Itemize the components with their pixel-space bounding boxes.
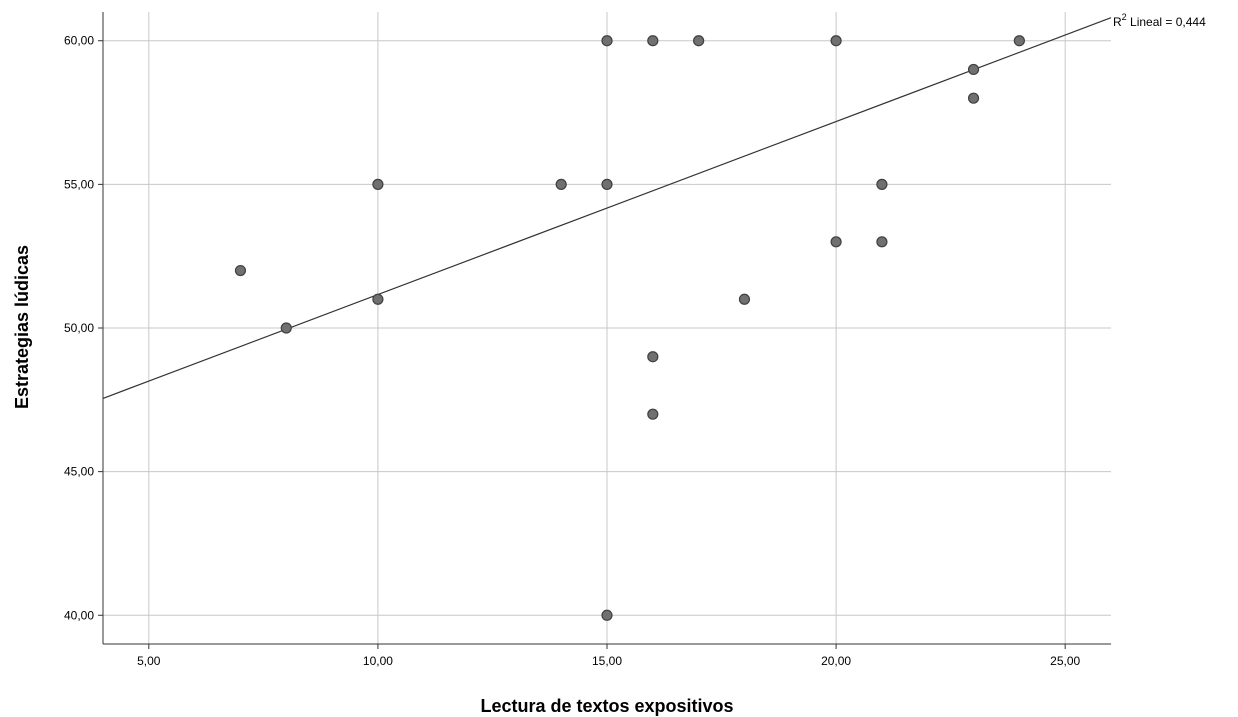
data-point	[876, 178, 888, 190]
y-tick-label: 45,00	[64, 465, 94, 479]
data-point	[693, 35, 705, 47]
y-tick-label: 50,00	[64, 321, 94, 335]
data-point	[555, 178, 567, 190]
data-point	[601, 178, 613, 190]
data-point	[830, 236, 842, 248]
y-tick-label: 55,00	[64, 177, 94, 191]
x-tick-label: 15,00	[592, 654, 622, 668]
data-point	[876, 236, 888, 248]
data-point	[967, 92, 980, 104]
data-point	[1013, 35, 1025, 47]
y-tick-label: 40,00	[64, 608, 94, 622]
x-tick-label: 5,00	[137, 654, 161, 668]
y-axis-title: Estrategias lúdicas	[12, 245, 32, 409]
data-point	[280, 322, 292, 334]
x-tick-label: 20,00	[821, 654, 851, 668]
points-layer	[234, 35, 1025, 621]
x-axis-ticks: 5,00 10,00 15,00 20,00 25,00	[137, 644, 1081, 668]
data-point	[738, 293, 751, 305]
y-axis-ticks: 40,00 45,00 50,00 55,00 60,00	[64, 34, 103, 622]
data-point	[234, 264, 247, 277]
x-tick-label: 25,00	[1050, 654, 1080, 668]
x-tick-label: 10,00	[363, 654, 393, 668]
data-point	[647, 408, 659, 420]
data-point	[601, 35, 613, 47]
data-point	[372, 178, 384, 190]
r2-annotation: R2 Lineal = 0,444	[1113, 12, 1206, 29]
fit-line	[102, 17, 1112, 399]
data-point	[601, 609, 613, 621]
fit-line-layer	[102, 17, 1112, 399]
y-tick-label: 60,00	[64, 34, 94, 48]
data-point	[372, 293, 384, 305]
data-point	[647, 35, 659, 47]
data-point	[647, 351, 659, 363]
grid	[103, 12, 1111, 644]
data-point	[967, 63, 980, 76]
x-axis-title: Lectura de textos expositivos	[480, 696, 733, 716]
data-point	[830, 35, 842, 47]
